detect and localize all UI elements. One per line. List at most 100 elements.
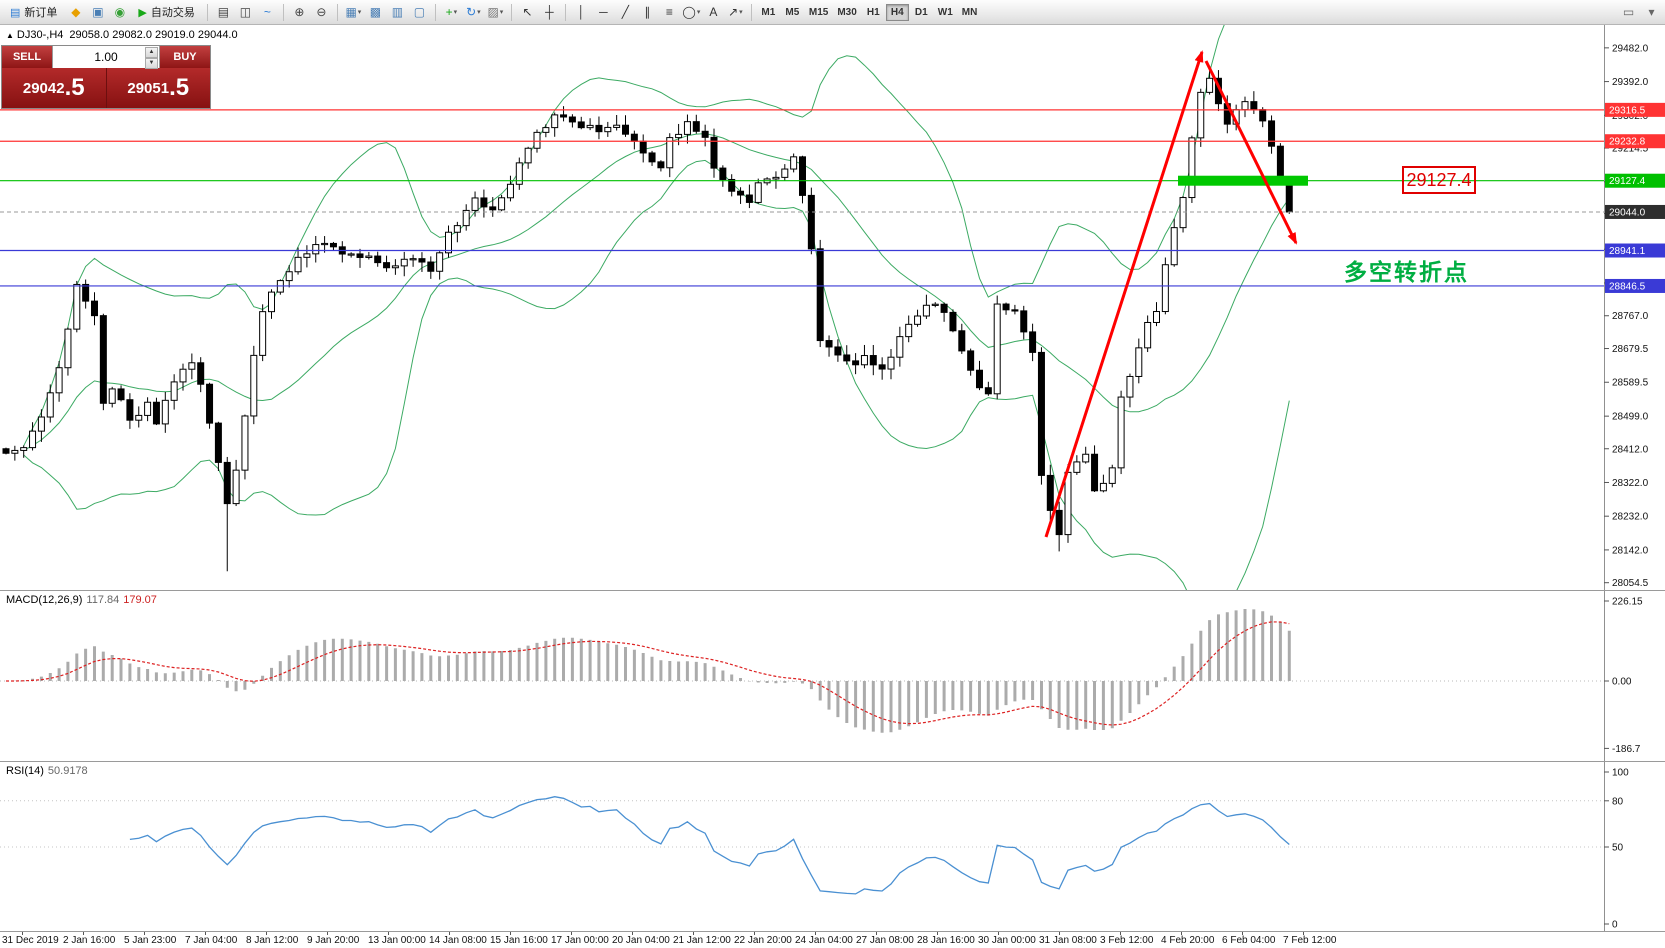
horizontal-line-icon[interactable]: ─ bbox=[593, 2, 614, 22]
chart-snapshot-icon: ▨ bbox=[487, 5, 499, 19]
timeframe-m15[interactable]: M15 bbox=[808, 6, 829, 18]
auto-refresh-icon: ↻ bbox=[466, 5, 477, 19]
text-icon[interactable]: A bbox=[703, 2, 724, 22]
time-axis-tick bbox=[754, 932, 755, 935]
trend-arrow-up[interactable] bbox=[1044, 50, 1204, 538]
timeframe-m30[interactable]: M30 bbox=[837, 6, 857, 18]
time-axis-tick bbox=[632, 932, 633, 935]
trendline-icon[interactable]: ╱ bbox=[615, 2, 636, 22]
vertical-line-icon[interactable]: │ bbox=[571, 2, 592, 22]
svg-text:28679.5: 28679.5 bbox=[1612, 344, 1649, 355]
buy-price-button[interactable]: 29051.5 bbox=[105, 68, 210, 108]
volume-field[interactable]: 1.00 ▲ ▼ bbox=[52, 46, 160, 69]
macd-histogram bbox=[13, 609, 1291, 733]
rsi-label: RSI(14) 50.9178 bbox=[6, 765, 88, 777]
timeframe-w1[interactable]: W1 bbox=[937, 6, 953, 18]
time-axis[interactable]: 31 Dec 2019 2 Jan 16:00 5 Jan 23:00 7 Jan 0… bbox=[0, 931, 1665, 948]
news-icon[interactable]: ▣ bbox=[87, 2, 108, 22]
new-chart-icon[interactable]: ▦ ▾ bbox=[343, 2, 364, 22]
chart-title: ▲ DJ30-,H4 29058.0 29082.0 29019.0 29044.0 bbox=[6, 29, 238, 41]
community-icon[interactable]: ◉ bbox=[109, 2, 130, 22]
time-axis-label: 28 Jan 16:00 bbox=[917, 935, 975, 946]
support-zone-bar[interactable] bbox=[1178, 175, 1308, 186]
price-chart[interactable]: 29482.029392.029302.029214.529124.529040… bbox=[0, 25, 1665, 590]
svg-text:29316.5: 29316.5 bbox=[1609, 105, 1646, 116]
candlesticks bbox=[2, 69, 1293, 572]
time-axis-tick bbox=[1303, 932, 1304, 935]
rsi-chart[interactable]: 100 80 50 0 bbox=[0, 762, 1665, 931]
dropdown-arrow-icon: ▾ bbox=[453, 9, 458, 16]
shapes-icon[interactable]: ◯ ▾ bbox=[681, 2, 702, 22]
chart-snapshot-icon[interactable]: ▨ ▾ bbox=[485, 2, 506, 22]
auto-refresh-icon[interactable]: ↻ ▾ bbox=[463, 2, 484, 22]
svg-text:28499.0: 28499.0 bbox=[1612, 412, 1649, 423]
timeframe-m1[interactable]: M1 bbox=[761, 6, 776, 18]
alerts-icon[interactable]: ◆ bbox=[65, 2, 86, 22]
volume-down-button[interactable]: ▼ bbox=[145, 58, 158, 69]
fibonacci-icon: ≡ bbox=[665, 5, 673, 19]
candlestick-chart-icon[interactable]: ◫ bbox=[235, 2, 256, 22]
svg-text:29392.0: 29392.0 bbox=[1612, 77, 1649, 88]
dropdown-arrow-icon: ▾ bbox=[696, 9, 701, 16]
macd-indicator-panel: 226.15 0.00 -186.7 MACD(12,26,9) 117.84 179.… bbox=[0, 590, 1665, 761]
zoom-in-icon[interactable]: ⊕ bbox=[289, 2, 310, 22]
time-axis-tick bbox=[22, 932, 23, 935]
time-axis-label: 7 Feb 12:00 bbox=[1283, 935, 1337, 946]
buy-button[interactable]: BUY bbox=[160, 46, 210, 68]
timeframe-d1[interactable]: D1 bbox=[914, 6, 928, 18]
channel-icon[interactable]: ∥ bbox=[637, 2, 658, 22]
turning-point-text[interactable]: 多空转折点 bbox=[1344, 259, 1469, 285]
alerts-icon: ◆ bbox=[71, 5, 81, 19]
time-axis-label: 7 Jan 04:00 bbox=[185, 935, 238, 946]
time-axis-tick bbox=[693, 932, 694, 935]
time-axis-label: 17 Jan 00:00 bbox=[551, 935, 609, 946]
price-tag: 28941.1 bbox=[1605, 243, 1665, 258]
rsi-line bbox=[129, 796, 1290, 895]
timeframe-mn[interactable]: MN bbox=[961, 6, 978, 18]
indicators-add-icon[interactable]: + ▾ bbox=[441, 2, 462, 22]
arrange-windows-icon[interactable]: ▢ bbox=[409, 2, 430, 22]
cascade-windows-icon[interactable]: ▥ bbox=[387, 2, 408, 22]
fibonacci-icon[interactable]: ≡ bbox=[659, 2, 680, 22]
time-axis-tick bbox=[449, 932, 450, 935]
svg-text:28142.0: 28142.0 bbox=[1612, 545, 1649, 556]
svg-text:28232.0: 28232.0 bbox=[1612, 512, 1649, 523]
timeframe-h1[interactable]: H1 bbox=[866, 6, 880, 18]
chart-shift-icon[interactable]: ▭ bbox=[1618, 2, 1639, 22]
bar-chart-icon: ▤ bbox=[217, 5, 230, 19]
time-axis-label: 15 Jan 16:00 bbox=[490, 935, 548, 946]
shapes-icon: ◯ bbox=[682, 5, 696, 19]
macd-chart[interactable]: 226.15 0.00 -186.7 bbox=[0, 591, 1665, 761]
time-axis-label: 20 Jan 04:00 bbox=[612, 935, 670, 946]
time-axis-tick bbox=[937, 932, 938, 935]
bar-chart-icon[interactable]: ▤ bbox=[213, 2, 234, 22]
time-axis-tick bbox=[1120, 932, 1121, 935]
dropdown-arrow-icon: ▾ bbox=[499, 9, 504, 16]
toolbar-separator bbox=[282, 3, 284, 21]
svg-text:28054.5: 28054.5 bbox=[1612, 578, 1649, 589]
cursor-icon[interactable]: ↖ bbox=[517, 2, 538, 22]
volume-up-button[interactable]: ▲ bbox=[145, 47, 158, 58]
sell-button[interactable]: SELL bbox=[2, 46, 52, 68]
sell-price-button[interactable]: 29042.5 bbox=[2, 68, 106, 108]
time-axis-tick bbox=[571, 932, 572, 935]
trend-arrow-down[interactable] bbox=[1204, 60, 1298, 245]
autotrading-button[interactable]: ▶ 自动交易 bbox=[131, 2, 201, 22]
tile-windows-icon[interactable]: ▩ bbox=[365, 2, 386, 22]
toolbar-options-icon[interactable]: ▾ bbox=[1641, 2, 1662, 22]
timeframe-h4[interactable]: H4 bbox=[885, 3, 909, 21]
price-callout-box[interactable]: 29127.4 bbox=[1402, 166, 1476, 194]
toolbar: ▤ 新订单 ◆ ▣ ◉ ▶ 自动交易 ▤ ◫ ~ ⊕ ⊖ ▦ ▾ ▩ ▥ ▢ + ▾ ↻ ▾ ▨ ▾ ↖ ┼ │ ─ ╱ ∥ ≡ ◯ ▾ A ↗ ▾… bbox=[0, 0, 1665, 25]
time-axis-label: 13 Jan 00:00 bbox=[368, 935, 426, 946]
new-order-button[interactable]: ▤ 新订单 bbox=[3, 2, 64, 22]
zoom-out-icon[interactable]: ⊖ bbox=[311, 2, 332, 22]
time-axis-tick bbox=[1059, 932, 1060, 935]
timeframe-m5[interactable]: M5 bbox=[785, 6, 800, 18]
arrows-tool-icon[interactable]: ↗ ▾ bbox=[725, 2, 746, 22]
rsi-indicator-panel: 100 80 50 0 RSI(14) 50.9178 bbox=[0, 761, 1665, 931]
news-icon: ▣ bbox=[92, 5, 104, 19]
crosshair-icon[interactable]: ┼ bbox=[539, 2, 560, 22]
line-chart-icon[interactable]: ~ bbox=[257, 2, 278, 22]
collapse-arrow-icon[interactable]: ▲ bbox=[6, 31, 14, 40]
horizontal-line-icon: ─ bbox=[599, 5, 608, 19]
